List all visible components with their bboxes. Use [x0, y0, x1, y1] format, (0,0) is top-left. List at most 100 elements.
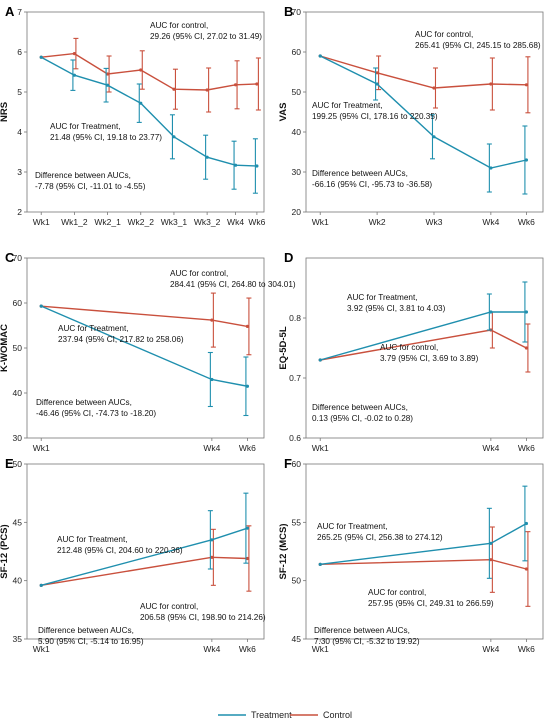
annotation-text: 29.26 (95% CI, 27.02 to 31.49) — [150, 32, 262, 41]
data-point — [72, 73, 76, 77]
series-treatment — [318, 281, 529, 362]
x-tick-label: Wk4 — [203, 644, 220, 654]
annotation-text: 206.58 (95% CI, 198.90 to 214.26) — [140, 613, 266, 622]
data-point — [432, 135, 436, 139]
plot-frame — [305, 11, 544, 213]
series-line-treatment — [40, 56, 257, 167]
y-tick-label: 40 — [13, 576, 23, 586]
annotation-text: AUC for control, — [150, 21, 208, 30]
x-tick-label: Wk4 — [482, 644, 499, 654]
annotation-text: AUC for Treatment, — [58, 324, 129, 333]
data-point — [524, 310, 529, 314]
data-point — [432, 86, 436, 90]
x-tick-label: Wk6 — [518, 644, 535, 654]
x-tick-label: Wk2_2 — [128, 217, 155, 227]
data-point — [233, 163, 238, 167]
annotation-text: 237.94 (95% CI, 217.82 to 258.06) — [58, 335, 184, 344]
annotation-text: Difference between AUCs, — [312, 169, 408, 178]
annotation-text: Difference between AUCs, — [314, 626, 410, 635]
annotation-text: Difference between AUCs, — [38, 626, 134, 635]
data-point — [318, 562, 322, 566]
y-tick-label: 60 — [292, 47, 302, 57]
annotation-text: 7.30 (95% CI, -5.32 to 19.92) — [314, 637, 420, 646]
data-point — [233, 83, 238, 87]
data-point — [172, 87, 176, 91]
y-tick-label: 45 — [292, 634, 302, 644]
panel-D: 0.6 0.7 0.8 Wk1 Wk4 Wk6 EQ-5D-5L D AUC for Treat… — [278, 250, 544, 453]
x-tick-label: Wk2_1 — [94, 217, 121, 227]
data-point — [172, 135, 176, 139]
annotation-text: 0.13 (95% CI, -0.02 to 0.28) — [312, 414, 413, 423]
annotation-text: 265.25 (95% CI, 256.38 to 274.12) — [317, 533, 443, 542]
data-point — [524, 346, 529, 350]
x-tick-label: Wk6 — [518, 217, 535, 227]
data-point — [205, 88, 209, 92]
x-tick-label: Wk2 — [369, 217, 386, 227]
y-tick-label: 30 — [13, 433, 23, 443]
annotation-text: -46.46 (95% CI, -74.73 to -18.20) — [36, 409, 156, 418]
data-point — [524, 567, 529, 571]
plot-frame — [26, 11, 265, 213]
annotation-text: AUC for Treatment, — [317, 522, 388, 531]
y-tick-label: 0.8 — [289, 313, 301, 323]
x-tick-label: Wk1 — [33, 644, 50, 654]
data-point — [39, 304, 43, 308]
panel-letter: A — [5, 4, 15, 19]
annotation-text: 284.41 (95% CI, 264.80 to 304.01) — [170, 280, 296, 289]
y-tick-label: 20 — [292, 207, 302, 217]
data-point — [255, 82, 259, 86]
annotation-text: 5.90 (95% CI, -5.14 to 16.95) — [38, 637, 144, 646]
x-tick-label: Wk6 — [518, 443, 535, 453]
panel-F: 45 50 55 60 Wk1 Wk4 Wk6 SF-12 (MCS) F AUC for Tre… — [278, 456, 544, 654]
data-point — [318, 54, 322, 58]
y-tick-label: 70 — [292, 7, 302, 17]
data-point — [524, 521, 529, 526]
series-treatment — [39, 55, 259, 194]
annotation-text: 3.92 (95% CI, 3.81 to 4.03) — [347, 304, 446, 313]
data-point — [72, 52, 76, 56]
data-point — [210, 555, 214, 559]
y-tick-label: 40 — [292, 127, 302, 137]
series-treatment — [39, 304, 250, 417]
y-tick-label: 50 — [292, 87, 302, 97]
annotation-text: 3.79 (95% CI, 3.69 to 3.89) — [380, 354, 479, 363]
series-line-control — [41, 52, 257, 91]
panel-E: 35 40 45 50 Wk1 Wk4 Wk6 SF-12 (PCS) E AUC for Tre… — [0, 456, 266, 654]
annotation-text: AUC for Treatment, — [312, 101, 383, 110]
y-tick-label: 60 — [13, 298, 23, 308]
x-tick-label: Wk1 — [33, 443, 50, 453]
x-tick-label: Wk6 — [239, 443, 256, 453]
data-point — [210, 538, 214, 542]
y-tick-label: 0.7 — [289, 373, 301, 383]
y-axis-label: EQ-5D-5L — [278, 326, 289, 369]
annotation-text: AUC for control, — [415, 30, 473, 39]
annotation-text: -7.78 (95% CI, -11.01 to -4.55) — [35, 182, 146, 191]
data-point — [245, 526, 250, 530]
y-tick-label: 4 — [17, 127, 22, 137]
data-point — [245, 556, 250, 561]
annotation-text: AUC for control, — [380, 343, 438, 352]
y-axis-label: NRS — [0, 102, 10, 122]
series-treatment — [318, 54, 529, 195]
data-point — [489, 166, 493, 170]
x-tick-label: Wk3_2 — [194, 217, 221, 227]
panel-letter: C — [5, 250, 15, 265]
y-axis-label: VAS — [278, 103, 289, 122]
data-point — [375, 82, 379, 86]
x-tick-label: Wk6 — [248, 217, 265, 227]
data-point — [489, 541, 493, 545]
y-tick-label: 30 — [292, 167, 302, 177]
y-tick-label: 50 — [13, 343, 23, 353]
x-tick-label: Wk1 — [312, 443, 329, 453]
y-tick-label: 45 — [13, 517, 23, 527]
annotation-text: 212.48 (95% CI, 204.60 to 220.36) — [57, 546, 183, 555]
x-tick-label: Wk1 — [312, 217, 329, 227]
data-point — [524, 158, 529, 162]
x-tick-label: Wk3_1 — [161, 217, 188, 227]
y-tick-label: 70 — [13, 253, 23, 263]
annotation-text: Difference between AUCs, — [312, 403, 408, 412]
data-point — [245, 384, 250, 388]
series-control — [318, 526, 531, 607]
data-point — [245, 324, 250, 328]
